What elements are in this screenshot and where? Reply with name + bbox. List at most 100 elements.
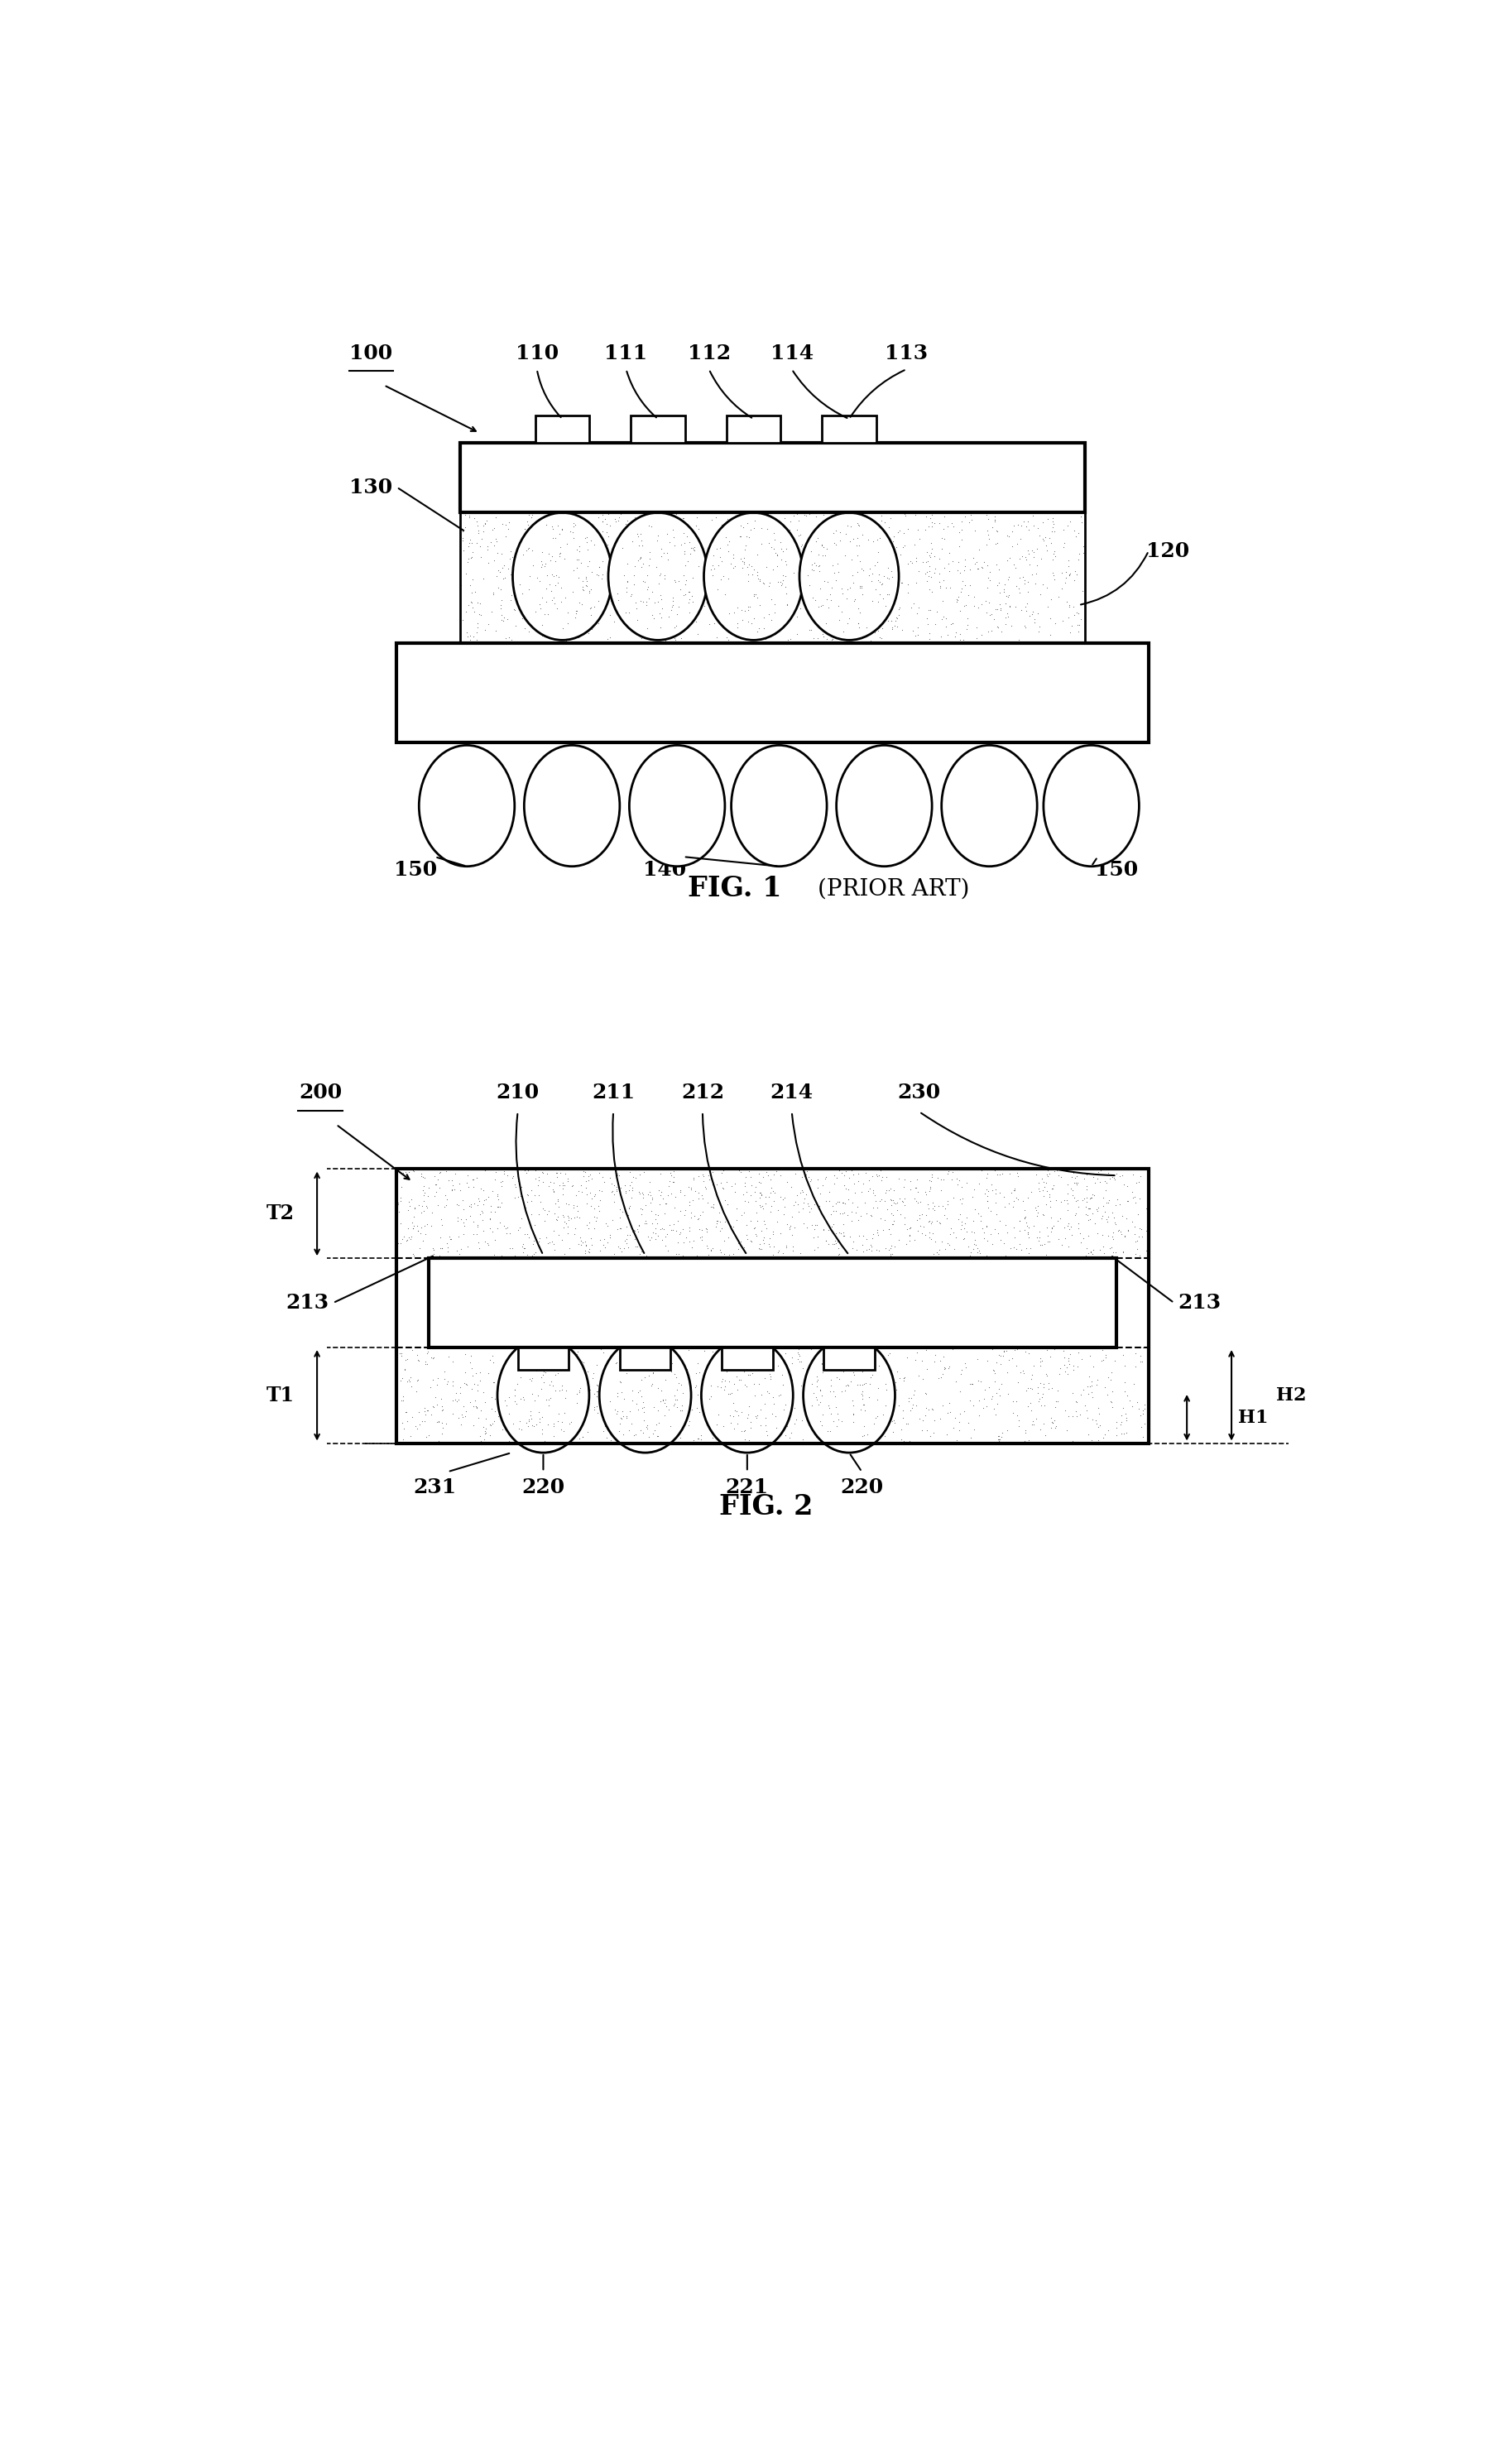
Point: [945, 1159, 969, 1198]
Point: [1034, 1164, 1058, 1203]
Point: [673, 565, 697, 604]
Point: [895, 1210, 919, 1249]
Point: [812, 1210, 836, 1249]
Point: [857, 1364, 881, 1403]
Point: [469, 1416, 493, 1455]
Point: [939, 567, 963, 606]
Point: [611, 1391, 635, 1430]
Point: [860, 1174, 885, 1213]
Point: [753, 1406, 777, 1445]
Point: [496, 550, 520, 589]
Point: [572, 1342, 596, 1381]
Point: [751, 579, 776, 619]
Point: [640, 1364, 664, 1403]
Point: [794, 496, 818, 535]
Point: [1128, 1178, 1152, 1218]
Point: [623, 1227, 647, 1267]
Point: [1007, 1401, 1031, 1440]
Point: [809, 526, 833, 565]
Point: [851, 1386, 875, 1425]
Point: [667, 1364, 691, 1403]
Point: [732, 1399, 756, 1438]
Point: [659, 1367, 683, 1406]
Point: [550, 1166, 575, 1205]
Point: [718, 501, 742, 540]
Point: [815, 509, 839, 548]
Point: [803, 496, 827, 535]
Point: [529, 1401, 553, 1440]
Point: [903, 526, 927, 565]
Point: [901, 1384, 925, 1423]
Point: [673, 545, 697, 584]
Point: [836, 1364, 860, 1403]
Point: [587, 548, 611, 587]
Point: [739, 1166, 764, 1205]
Point: [1102, 1159, 1126, 1198]
Point: [617, 548, 641, 587]
Point: [892, 513, 916, 553]
Point: [875, 553, 900, 592]
Point: [493, 557, 517, 597]
Point: [1084, 1364, 1108, 1403]
Point: [643, 1220, 667, 1259]
Point: [924, 604, 948, 643]
Point: [624, 601, 649, 641]
Point: [460, 1357, 484, 1396]
Point: [1080, 1377, 1104, 1416]
Point: [680, 557, 705, 597]
Point: [739, 616, 764, 655]
Point: [1087, 1394, 1111, 1433]
Point: [697, 1235, 721, 1274]
Point: [826, 582, 850, 621]
Point: [721, 1384, 745, 1423]
Point: [708, 528, 732, 567]
Point: [618, 1203, 643, 1242]
Point: [552, 1411, 576, 1450]
Point: [637, 1176, 661, 1215]
Point: [945, 1237, 969, 1276]
Point: [544, 1403, 569, 1443]
Point: [532, 1333, 556, 1372]
Point: [868, 1340, 892, 1379]
Point: [918, 1416, 942, 1455]
Point: [975, 611, 999, 650]
Point: [706, 1396, 730, 1435]
Point: [599, 1421, 623, 1460]
Point: [1120, 1386, 1145, 1425]
Point: [582, 1188, 606, 1227]
Point: [703, 1359, 727, 1399]
Point: [868, 1181, 892, 1220]
Point: [892, 1205, 916, 1245]
Point: [1075, 1367, 1099, 1406]
Point: [664, 1213, 688, 1252]
Point: [770, 528, 794, 567]
Point: [866, 1408, 891, 1447]
Point: [947, 1200, 971, 1240]
Point: [765, 535, 789, 575]
Point: [549, 582, 573, 621]
Point: [729, 533, 753, 572]
Point: [1077, 1188, 1101, 1227]
Point: [1058, 1335, 1083, 1374]
Point: [764, 584, 788, 623]
Point: [718, 1403, 742, 1443]
Point: [652, 1210, 676, 1249]
Point: [674, 1364, 699, 1403]
Point: [815, 1220, 839, 1259]
Point: [703, 1372, 727, 1411]
Point: [1114, 1181, 1139, 1220]
Point: [821, 1186, 845, 1225]
Point: [742, 1171, 767, 1210]
Point: [736, 601, 761, 641]
Point: [881, 1200, 906, 1240]
Point: [918, 592, 942, 631]
Point: [543, 565, 567, 604]
Point: [854, 1154, 878, 1193]
Point: [640, 506, 664, 545]
Point: [392, 1377, 416, 1416]
Point: [573, 1230, 597, 1269]
Point: [646, 1369, 670, 1408]
Point: [712, 1340, 736, 1379]
Point: [966, 1230, 990, 1269]
Point: [520, 531, 544, 570]
